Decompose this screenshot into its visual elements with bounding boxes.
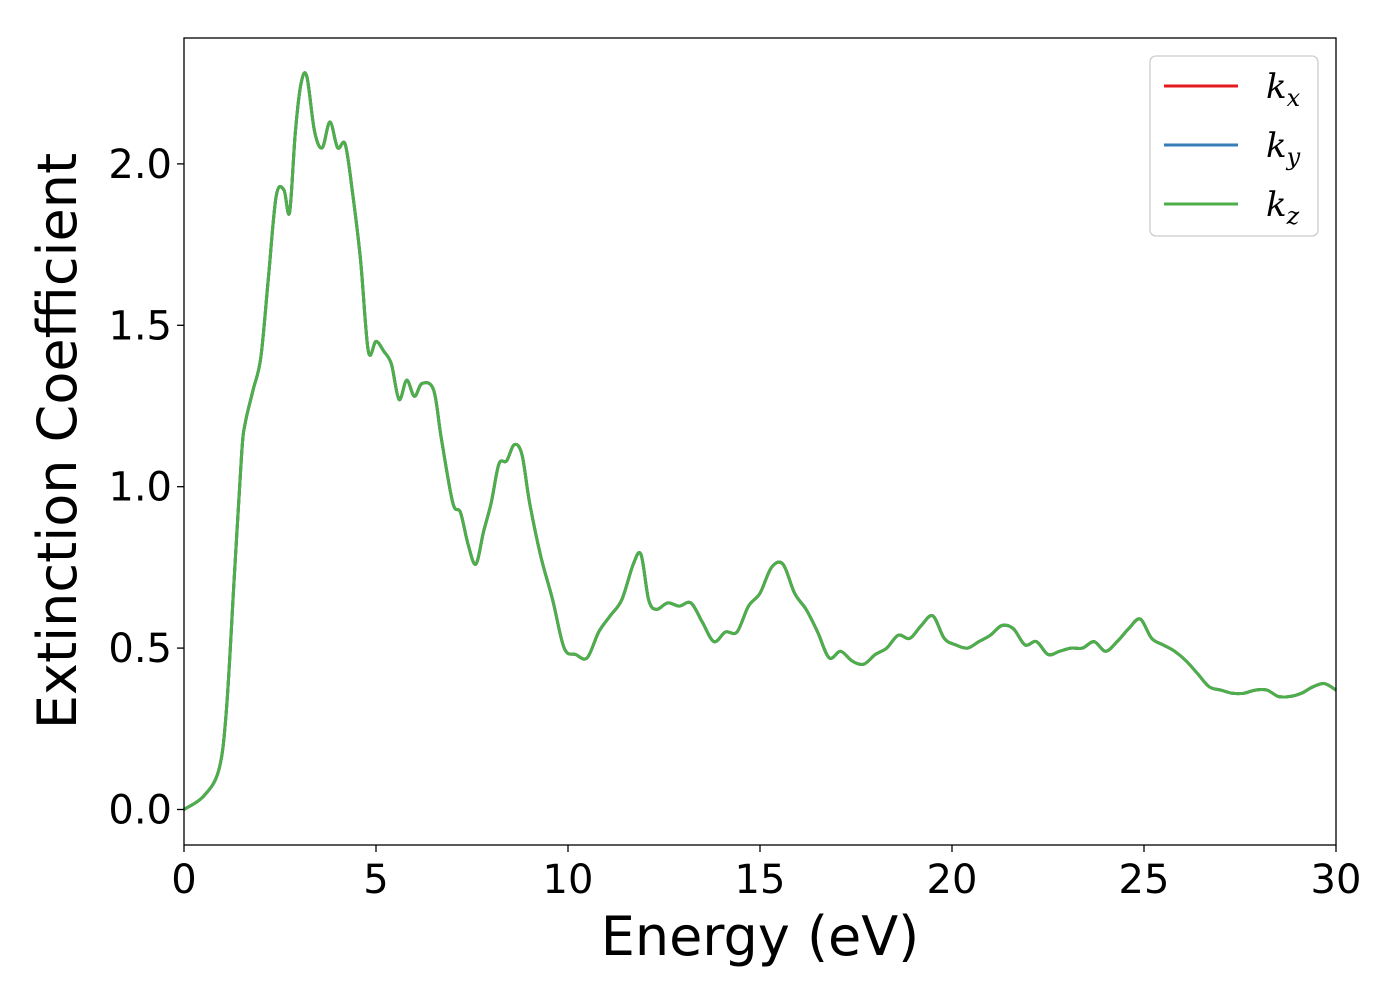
y-axis-ticks: 0.0 0.5 1.0 1.5 2.0 (108, 142, 184, 833)
legend-label-ky: ky (1266, 126, 1301, 171)
x-tick-label: 0 (171, 857, 196, 903)
x-tick-label: 30 (1311, 857, 1362, 903)
y-tick-label: 2.0 (108, 142, 172, 188)
x-tick-label: 25 (1119, 857, 1170, 903)
series-layer (183, 71, 1337, 811)
x-tick-label: 10 (543, 857, 594, 903)
legend-label-kx: kx (1266, 67, 1301, 112)
x-tick-label: 5 (363, 857, 388, 903)
y-axis-label: Extinction Coefficient (26, 153, 89, 729)
x-tick-label: 15 (735, 857, 786, 903)
x-axis-ticks: 0 5 10 15 20 25 30 (171, 845, 1361, 903)
y-tick-label: 1.0 (108, 465, 172, 511)
x-axis-label: Energy (eV) (601, 905, 920, 968)
y-tick-label: 0.0 (108, 787, 172, 833)
y-tick-label: 1.5 (108, 303, 172, 349)
x-tick-label: 20 (927, 857, 978, 903)
series-line-kz (183, 71, 1337, 811)
y-tick-label: 0.5 (108, 626, 172, 672)
